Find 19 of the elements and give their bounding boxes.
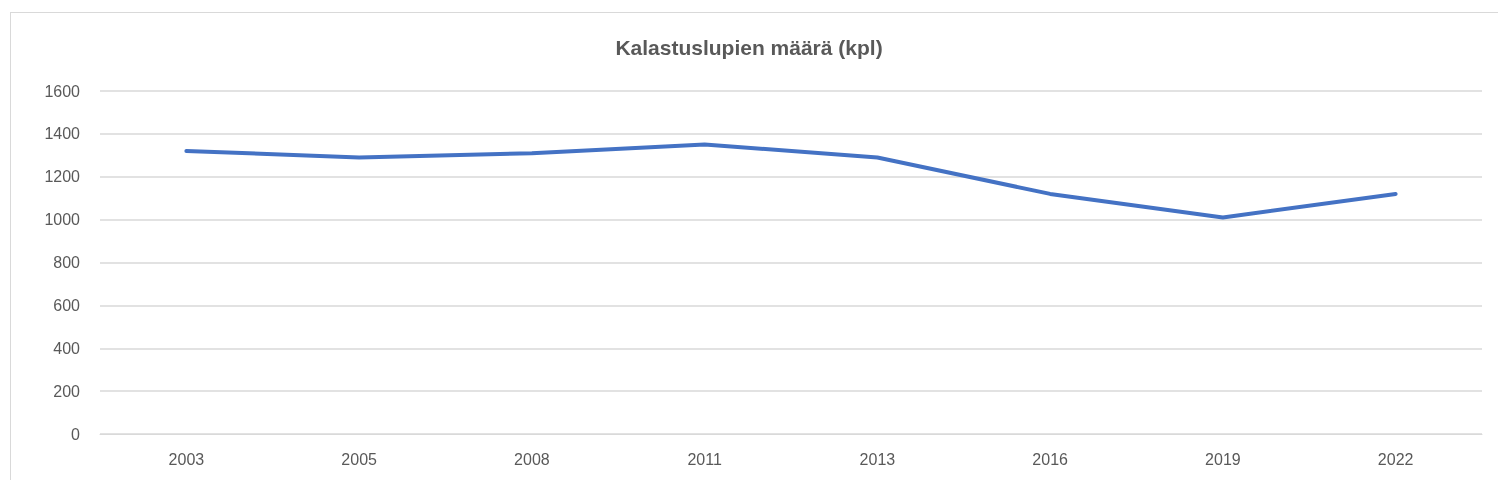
x-tick-label: 2003 xyxy=(168,450,205,468)
x-tick-label: 2011 xyxy=(687,450,722,468)
y-tick-label: 1000 xyxy=(44,211,81,229)
y-tick-label: 1600 xyxy=(44,82,81,100)
x-tick-label: 2022 xyxy=(1377,450,1414,468)
y-tick-label: 200 xyxy=(53,382,81,400)
y-tick-label: 600 xyxy=(53,296,81,314)
y-tick-label: 800 xyxy=(53,254,81,271)
x-tick-label: 2013 xyxy=(859,450,896,468)
line-series xyxy=(184,142,1398,220)
y-tick-label: 400 xyxy=(53,339,81,357)
y-tick-label: 1400 xyxy=(44,125,81,143)
x-tick-label: 2019 xyxy=(1205,450,1241,468)
x-tick-label: 2008 xyxy=(514,450,550,468)
x-tick-label: 2005 xyxy=(341,450,378,468)
y-tick-label: 0 xyxy=(71,425,81,443)
y-tick-label: 1200 xyxy=(44,168,81,186)
chart-title: Kalastuslupien määrä (kpl) xyxy=(615,36,883,59)
x-tick-label: 2016 xyxy=(1032,450,1069,468)
